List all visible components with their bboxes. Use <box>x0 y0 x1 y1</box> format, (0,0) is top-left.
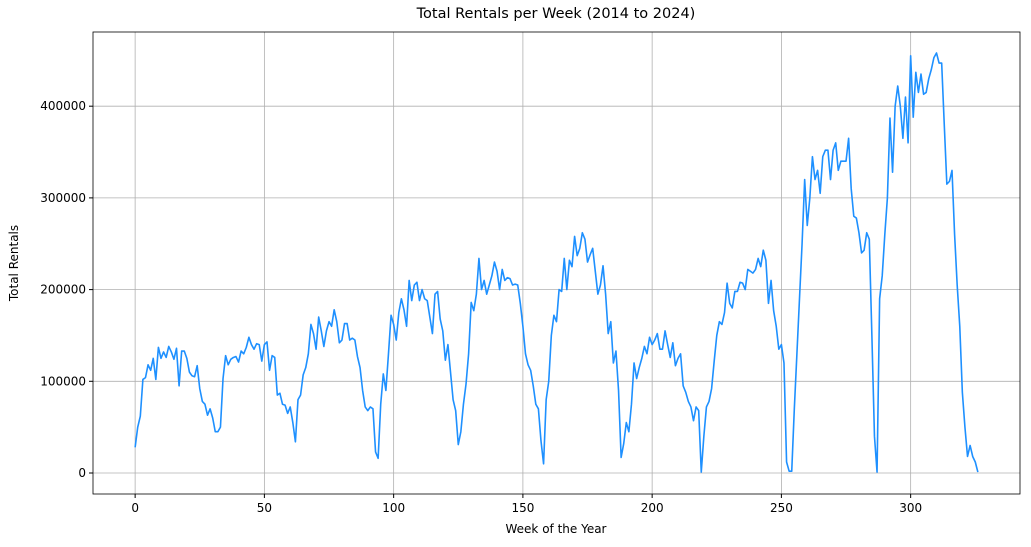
x-tick-label: 0 <box>131 501 139 515</box>
x-tick-label: 100 <box>382 501 405 515</box>
grid <box>93 32 1020 494</box>
y-axis-label: Total Rentals <box>7 225 21 302</box>
x-tick-label: 150 <box>511 501 534 515</box>
data-line <box>134 52 979 473</box>
chart-title: Total Rentals per Week (2014 to 2024) <box>416 6 696 22</box>
x-axis-label: Week of the Year <box>506 522 607 536</box>
y-tick-label: 100000 <box>40 374 86 388</box>
y-tick-label: 300000 <box>40 191 86 205</box>
x-tick-label: 50 <box>257 501 272 515</box>
x-tick-label: 200 <box>641 501 664 515</box>
x-tick-label: 250 <box>770 501 793 515</box>
axes-frame <box>92 31 1021 495</box>
x-tick-label: 300 <box>899 501 922 515</box>
y-tick-label: 400000 <box>40 99 86 113</box>
y-tick-label: 200000 <box>40 283 86 297</box>
y-tick-label: 0 <box>78 466 86 480</box>
plot-area <box>134 52 979 473</box>
